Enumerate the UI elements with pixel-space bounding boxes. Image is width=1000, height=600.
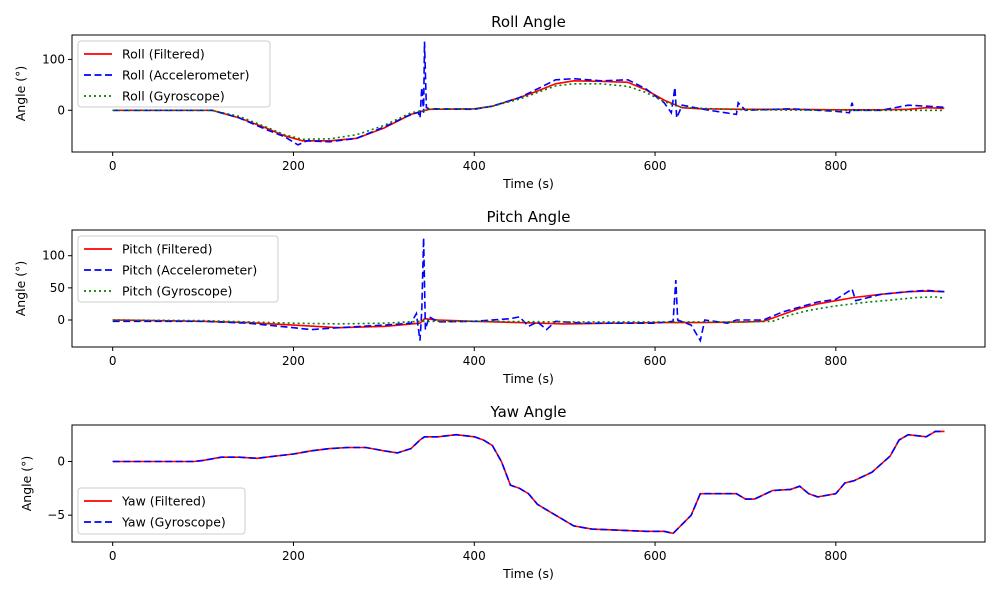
x-tick-label: 800 bbox=[824, 549, 847, 563]
legend-entry: Roll (Filtered) bbox=[122, 47, 205, 62]
legend-entry: Pitch (Gyroscope) bbox=[122, 284, 232, 299]
legend-entry: Yaw (Filtered) bbox=[121, 494, 206, 509]
legend-entry: Yaw (Gyroscope) bbox=[121, 515, 226, 530]
legend-entry: Roll (Accelerometer) bbox=[122, 68, 249, 83]
legend: Pitch (Filtered) Pitch (Accelerometer) Pit… bbox=[77, 235, 279, 303]
y-tick-label: −5 bbox=[47, 508, 65, 522]
x-tick-label: 0 bbox=[109, 549, 117, 563]
x-tick-label: 400 bbox=[463, 159, 486, 173]
legend-box bbox=[77, 235, 279, 303]
legend-entry: Roll (Gyroscope) bbox=[122, 89, 225, 104]
x-tick-label: 400 bbox=[463, 549, 486, 563]
x-tick-label: 200 bbox=[282, 354, 305, 368]
x-tick-label: 400 bbox=[463, 354, 486, 368]
y-tick-label: 0 bbox=[57, 313, 65, 327]
plot-frame bbox=[71, 424, 986, 543]
x-tick-label: 600 bbox=[644, 354, 667, 368]
x-tick-label: 200 bbox=[282, 549, 305, 563]
x-tick-label: 200 bbox=[282, 159, 305, 173]
x-tick-label: 0 bbox=[109, 159, 117, 173]
x-axis-label: Time (s) bbox=[502, 371, 554, 386]
x-tick-label: 0 bbox=[109, 354, 117, 368]
legend-box bbox=[77, 40, 271, 108]
x-axis-label: Time (s) bbox=[502, 176, 554, 191]
pitch-angle-panel: 0 200 400 600 800 0 50 100 Pitch Angle Time (s) An… bbox=[13, 208, 986, 386]
x-tick-label: 600 bbox=[644, 549, 667, 563]
x-tick-label: 600 bbox=[644, 159, 667, 173]
x-tick-label: 800 bbox=[824, 159, 847, 173]
y-axis-label: Angle (°) bbox=[19, 456, 34, 512]
chart-title: Roll Angle bbox=[491, 13, 566, 31]
y-tick-label: 50 bbox=[50, 281, 65, 295]
legend-box bbox=[77, 487, 246, 535]
yaw-angle-panel: 0 200 400 600 800 0 −5 Yaw Angle Time (s) Angle (… bbox=[19, 403, 986, 581]
y-tick-label: 0 bbox=[57, 103, 65, 117]
y-axis-label: Angle (°) bbox=[13, 66, 28, 122]
series-line-roll-gyroscope bbox=[112, 83, 945, 141]
legend: Roll (Filtered) Roll (Accelerometer) Roll … bbox=[77, 40, 271, 108]
plot-frame bbox=[71, 34, 986, 153]
chart-title: Yaw Angle bbox=[489, 403, 566, 421]
legend-entry: Pitch (Accelerometer) bbox=[122, 263, 257, 278]
series-line-yaw-gyroscope bbox=[112, 430, 945, 535]
legend-entry: Pitch (Filtered) bbox=[122, 242, 212, 257]
x-tick-label: 800 bbox=[824, 354, 847, 368]
y-tick-label: 100 bbox=[42, 249, 65, 263]
chart-title: Pitch Angle bbox=[487, 208, 571, 226]
series-line-pitch-accelerometer bbox=[112, 237, 945, 343]
series-line-pitch-gyroscope bbox=[112, 296, 945, 325]
y-axis-label: Angle (°) bbox=[13, 261, 28, 317]
y-tick-label: 0 bbox=[57, 454, 65, 468]
roll-angle-panel: 0 200 400 600 800 0 100 Roll Angle Time (s) Angle… bbox=[13, 13, 986, 191]
y-tick-label: 100 bbox=[42, 52, 65, 66]
legend: Yaw (Filtered) Yaw (Gyroscope) bbox=[77, 487, 246, 535]
plot-frame bbox=[71, 229, 986, 348]
x-axis-label: Time (s) bbox=[502, 566, 554, 581]
